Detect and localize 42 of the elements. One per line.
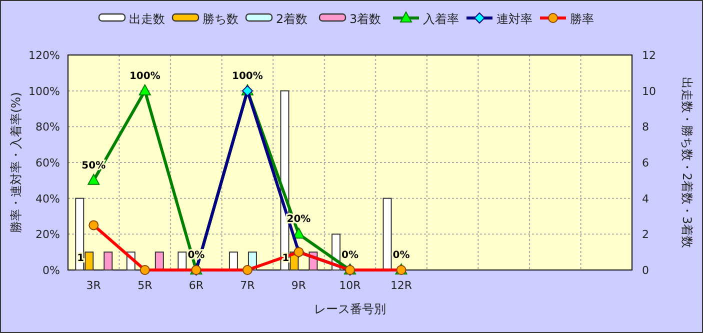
x-tick-label: 9R [291,279,306,292]
bar [228,252,238,270]
x-axis-title: レース番号別 [314,302,386,316]
point [138,84,151,96]
data-label: 100% [129,70,160,82]
legend-label: 勝率 [570,12,594,26]
bar [178,252,187,270]
y2-tick-label: 2 [642,228,649,242]
y-tick-label: 20% [36,228,60,242]
x-tick-label: 3R [86,279,102,292]
y2-tick-label: 6 [642,156,649,170]
bar [154,252,164,270]
legend-label: 2着数 [276,12,308,26]
data-label: 100% [232,70,263,82]
x-tick-label: 7R [240,279,256,292]
y-axis-title: 勝率・連対率・入着率(%) [9,92,23,233]
y2-axis-title: 出走数・勝ち数・2着数・3着数 [680,76,694,248]
point [88,174,100,185]
data-label: 0% [392,250,410,261]
y2-tick-label: 0 [642,264,649,277]
data-label: 0% [342,250,358,261]
x-tick-label: 10R [339,279,362,292]
x-tick-label: 12R [390,279,412,292]
x-tick-label: 6R [188,279,204,292]
bar [104,252,113,270]
y-tick-label: 120% [28,49,60,62]
y-tick-label: 100% [28,84,60,98]
y-tick-label: 40% [36,192,60,206]
y-tick-label: 60% [36,156,60,170]
legend-label: 連対率 [496,12,532,26]
legend-label: 勝ち数 [202,12,238,26]
x-tick-label: 5R [138,279,153,292]
y2-tick-label: 12 [642,49,656,62]
y2-tick-label: 4 [642,192,649,206]
bar [382,198,392,270]
legend-label: 出走数 [129,12,165,26]
y2-tick-label: 8 [642,120,649,134]
legend-label: 3着数 [350,12,382,26]
y-tick-label: 0% [42,264,60,277]
legend-label: 入着率 [423,12,459,26]
y-tick-label: 80% [36,120,60,134]
y2-tick-label: 10 [642,84,656,98]
